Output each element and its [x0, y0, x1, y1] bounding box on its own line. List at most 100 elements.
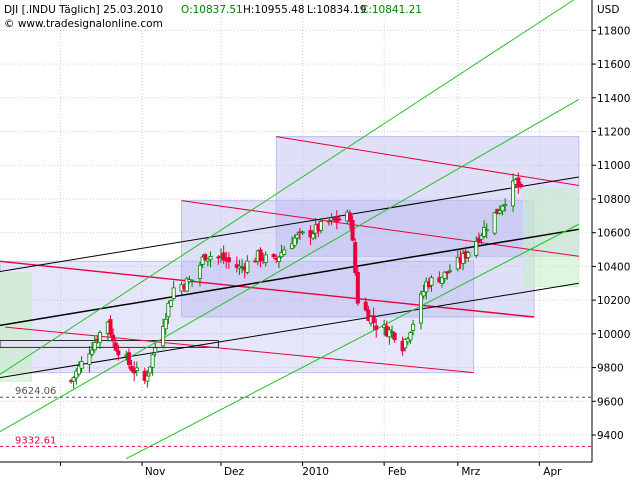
x-tick-label: Dez [224, 466, 245, 478]
candle-body [516, 177, 521, 188]
candle-body [108, 319, 113, 335]
candle-body [161, 326, 166, 347]
candle-body [116, 350, 121, 356]
candle-body [258, 249, 263, 262]
candle-body [326, 220, 331, 223]
candle-body [445, 271, 450, 274]
y-tick-label: 10600 [597, 228, 630, 240]
copyright: © www.tradesignalonline.com [4, 18, 163, 30]
small-range-box [0, 340, 219, 348]
candle-body [403, 339, 408, 349]
candle-body [440, 276, 445, 284]
candle-body [145, 375, 150, 382]
axes: USD 9400 9600 9800 10000 10200 10400 10600 10800… [0, 0, 630, 478]
header-open: O:10837.51 [181, 4, 243, 16]
channel-line-black_lower [0, 282, 579, 379]
candle-body [474, 240, 479, 256]
candlesticks [69, 172, 523, 389]
candle-body [166, 302, 171, 318]
box-green-right [523, 188, 580, 288]
x-tick-label: Nov [145, 466, 166, 478]
candle-body [353, 242, 358, 273]
candle-body [482, 227, 487, 237]
candle-body [79, 360, 84, 369]
candle-body [111, 334, 116, 342]
level-label: 9624.06 [15, 386, 56, 397]
candle-body [292, 237, 297, 246]
channel-line-black_main [0, 228, 579, 327]
candle-body [200, 256, 205, 265]
box-green-left [0, 272, 33, 382]
candle-body [466, 252, 471, 258]
candle-body [500, 205, 505, 212]
header-low: L:10834.19 [307, 4, 367, 16]
candle-body [221, 252, 226, 261]
y-tick-label: 10800 [597, 194, 630, 206]
candle-body [90, 349, 95, 355]
candle-body [74, 370, 79, 379]
candle-body [184, 278, 189, 292]
candle-body [276, 256, 281, 262]
candle-body [150, 354, 155, 368]
candle-body [147, 366, 152, 374]
y-tick-label: 10000 [597, 329, 630, 341]
y-tick-label: 9400 [597, 430, 624, 442]
candle-body [318, 221, 323, 231]
header-symbol: DJI [.INDU Täglich] 25.03.2010 [4, 4, 163, 16]
candle-body [113, 342, 118, 351]
x-tick-label: Apr [543, 466, 562, 478]
candle-body [271, 254, 276, 258]
candle-body [350, 219, 355, 241]
candle-body [476, 237, 481, 243]
candle-body [92, 341, 97, 351]
x-tick-label: 2010 [302, 466, 329, 478]
header: DJI [.INDU Täglich] 25.03.2010 O:10837.5… [4, 4, 422, 30]
y-tick-label: 9600 [597, 396, 624, 408]
candle-body [447, 270, 452, 273]
candle-body [295, 234, 300, 239]
y-tick-label: 10200 [597, 295, 630, 307]
y-tick-label: 11200 [597, 127, 630, 139]
candle-body [208, 256, 213, 261]
candle-body [503, 204, 508, 207]
channel-line-red_main [0, 260, 535, 318]
candle-body [300, 231, 305, 234]
channel-line-red_upper [276, 136, 579, 186]
channel-line-green_main [0, 99, 580, 433]
y-tick-label: 11000 [597, 160, 630, 172]
candle-body [134, 367, 139, 371]
candle-body [484, 229, 489, 232]
candle-body [263, 254, 268, 263]
support-levels: 9624.06 9332.61 [0, 386, 592, 447]
candle-body [392, 332, 397, 340]
x-tick-label: Feb [388, 466, 407, 478]
candle-body [197, 264, 202, 279]
candle-body [71, 376, 76, 382]
candle-body [387, 329, 392, 338]
candle-body [511, 180, 516, 207]
candle-body [429, 277, 434, 286]
y-tick-label: 11800 [597, 25, 630, 37]
candle-body [203, 254, 208, 260]
channel-line-black_upper [0, 176, 579, 272]
candle-body [347, 212, 352, 222]
candle-body [492, 212, 497, 234]
candle-body [282, 249, 287, 255]
candle-body [76, 365, 81, 375]
candle-body [421, 291, 426, 297]
candle-body [337, 218, 342, 221]
y-tick-label: 11600 [597, 59, 630, 71]
header-high: H:10955.48 [243, 4, 305, 16]
channel-line-red_lower [5, 326, 474, 374]
candle-body [408, 332, 413, 341]
channel-line-green_upper [0, 0, 574, 375]
y-tick-label: 11400 [597, 93, 630, 105]
y-tick-label: 10400 [597, 261, 630, 273]
candle-body [497, 210, 502, 214]
level-label: 9332.61 [15, 435, 56, 446]
header-close: C:10841.21 [361, 4, 422, 16]
candle-body [87, 353, 92, 365]
candle-body [290, 243, 295, 249]
candle-body [418, 293, 423, 324]
